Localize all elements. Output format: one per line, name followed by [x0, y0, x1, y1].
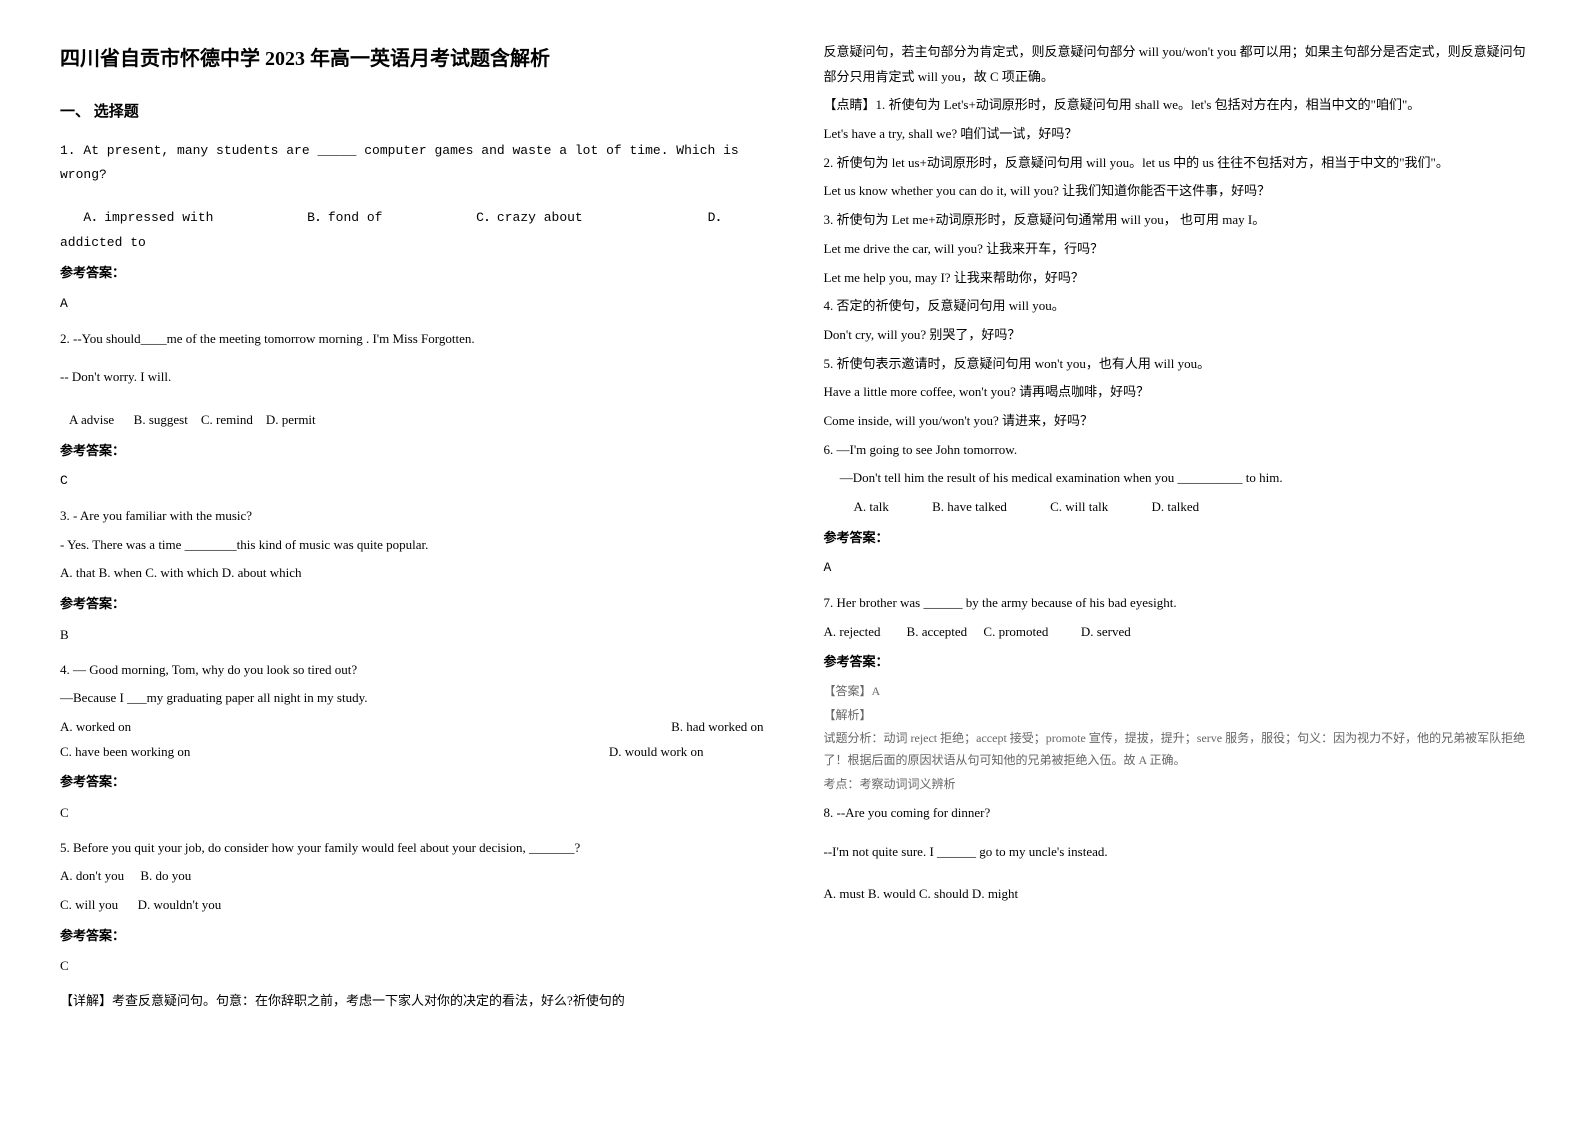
explain-p4: 2. 祈使句为 let us+动词原形时，反意疑问句用 will you。let… — [824, 151, 1528, 176]
q4-line2: —Because I ___my graduating paper all ni… — [60, 686, 764, 711]
question-1: 1. At present, many students are _____ c… — [60, 139, 764, 317]
q7-explain1: 试题分析：动词 reject 拒绝；accept 接受；promote 宣传，提… — [824, 728, 1528, 771]
q5-line1: 5. Before you quit your job, do consider… — [60, 836, 764, 861]
explain-p9: 4. 否定的祈使句，反意疑问句用 will you。 — [824, 294, 1528, 319]
q4-options-row2: C. have been working on D. would work on — [60, 740, 764, 765]
q4-line1: 4. — Good morning, Tom, why do you look … — [60, 658, 764, 683]
q6-answer: A — [824, 556, 1528, 581]
question-3: 3. - Are you familiar with the music? - … — [60, 504, 764, 647]
q7-explain-title: 【答案】A — [824, 681, 1528, 703]
q1-options: A．impressed with B．fond of C．crazy about… — [60, 206, 764, 255]
q5-options-ab: A. don't you B. do you — [60, 864, 764, 889]
q7-line1: 7. Her brother was ______ by the army be… — [824, 591, 1528, 616]
q1-text: 1. At present, many students are _____ c… — [60, 139, 764, 188]
explain-p2: 【点睛】1. 祈使句为 Let's+动词原形时，反意疑问句用 shall we。… — [824, 93, 1528, 118]
question-8: 8. --Are you coming for dinner? --I'm no… — [824, 801, 1528, 907]
q7-explain-sub: 【解析】 — [824, 705, 1528, 727]
q3-line2: - Yes. There was a time ________this kin… — [60, 533, 764, 558]
q8-line1: 8. --Are you coming for dinner? — [824, 801, 1528, 826]
q4-options-row1: A. worked on B. had worked on — [60, 715, 764, 740]
answer-label: 参考答案： — [60, 770, 764, 795]
q8-line2: --I'm not quite sure. I ______ go to my … — [824, 840, 1528, 865]
answer-label: 参考答案： — [824, 526, 1528, 551]
q4-answer: C — [60, 801, 764, 826]
answer-label: 参考答案： — [824, 650, 1528, 675]
explain-p11: 5. 祈使句表示邀请时，反意疑问句用 won't you，也有人用 will y… — [824, 352, 1528, 377]
q3-options: A. that B. when C. with which D. about w… — [60, 561, 764, 586]
q8-options: A. must B. would C. should D. might — [824, 882, 1528, 907]
section-heading: 一、 选择题 — [60, 98, 764, 127]
explain-p6: 3. 祈使句为 Let me+动词原形时，反意疑问句通常用 will you， … — [824, 208, 1528, 233]
q2-line1: 2. --You should____me of the meeting tom… — [60, 327, 764, 352]
q6-line2: —Don't tell him the result of his medica… — [824, 466, 1528, 491]
answer-label: 参考答案： — [60, 924, 764, 949]
q3-answer: B — [60, 623, 764, 648]
document-title: 四川省自贡市怀德中学 2023 年高一英语月考试题含解析 — [60, 40, 764, 78]
q7-options: A. rejected B. accepted C. promoted D. s… — [824, 620, 1528, 645]
explain-p7: Let me drive the car, will you? 让我来开车，行吗… — [824, 237, 1528, 262]
q5-options-cd: C. will you D. wouldn't you — [60, 893, 764, 918]
q2-line2: -- Don't worry. I will. — [60, 365, 764, 390]
question-2: 2. --You should____me of the meeting tom… — [60, 327, 764, 494]
explain-p1: 反意疑问句，若主句部分为肯定式，则反意疑问句部分 will you/won't … — [824, 40, 1528, 89]
page-container: 四川省自贡市怀德中学 2023 年高一英语月考试题含解析 一、 选择题 1. A… — [60, 40, 1527, 1020]
question-4: 4. — Good morning, Tom, why do you look … — [60, 658, 764, 826]
q2-options: A advise B. suggest C. remind D. permit — [60, 408, 764, 433]
q1-answer: A — [60, 292, 764, 317]
question-7: 7. Her brother was ______ by the army be… — [824, 591, 1528, 795]
q2-answer: C — [60, 469, 764, 494]
explain-p5: Let us know whether you can do it, will … — [824, 179, 1528, 204]
q6-options: A. talk B. have talked C. will talk D. t… — [824, 495, 1528, 520]
question-5: 5. Before you quit your job, do consider… — [60, 836, 764, 1014]
explain-p3: Let's have a try, shall we? 咱们试一试，好吗？ — [824, 122, 1528, 147]
q7-explain-block: 【答案】A 【解析】 试题分析：动词 reject 拒绝；accept 接受；p… — [824, 681, 1528, 795]
answer-label: 参考答案： — [60, 592, 764, 617]
left-column: 四川省自贡市怀德中学 2023 年高一英语月考试题含解析 一、 选择题 1. A… — [60, 40, 764, 1020]
answer-label: 参考答案： — [60, 439, 764, 464]
question-6: 6. —I'm going to see John tomorrow. —Don… — [824, 438, 1528, 581]
answer-label: 参考答案： — [60, 261, 764, 286]
right-column: 反意疑问句，若主句部分为肯定式，则反意疑问句部分 will you/won't … — [824, 40, 1528, 1020]
explain-p10: Don't cry, will you? 别哭了，好吗？ — [824, 323, 1528, 348]
q6-line1: 6. —I'm going to see John tomorrow. — [824, 438, 1528, 463]
q5-explain: 【详解】考查反意疑问句。句意：在你辞职之前，考虑一下家人对你的决定的看法，好么?… — [60, 989, 764, 1014]
q7-explain2: 考点：考察动词词义辨析 — [824, 774, 1528, 796]
q3-line1: 3. - Are you familiar with the music? — [60, 504, 764, 529]
explain-p8: Let me help you, may I? 让我来帮助你，好吗？ — [824, 266, 1528, 291]
explain-p13: Come inside, will you/won't you? 请进来，好吗？ — [824, 409, 1528, 434]
explain-p12: Have a little more coffee, won't you? 请再… — [824, 380, 1528, 405]
q5-answer: C — [60, 954, 764, 979]
